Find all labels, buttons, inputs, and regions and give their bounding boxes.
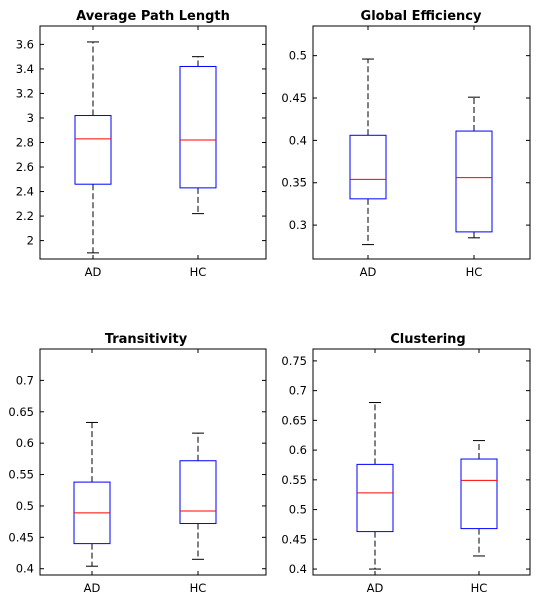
x-tick-label: HC [190,581,207,595]
box [179,65,217,189]
panel-average-path-length: Average Path Length 2 2.2 2.4 2.6 2.8 3 3.2 3.4… [16,9,267,279]
y-tick-label: 0.5 [16,499,34,513]
plot-area [312,348,531,576]
y-tick-label: 2.4 [16,185,34,199]
plot-area [39,348,267,576]
y-tick-label: 0.5 [289,503,307,517]
x-tick-label: AD [360,265,377,279]
y-tick-label: 0.4 [289,562,307,576]
y-tick-label: 0.75 [281,354,307,368]
panel-clustering: Clustering 0.4 0.45 0.5 0.55 0.6 0.65 0.7 0.75 A… [281,332,531,595]
y-tick-label: 3 [27,111,34,125]
y-tick-label: 0.4 [16,562,34,576]
y-tick-label: 2.6 [16,160,34,174]
y-tick-label: 0.4 [289,133,307,147]
y-tick-label: 0.3 [289,218,307,232]
y-tick-label: 0.65 [281,413,307,427]
box [460,458,498,530]
y-tick-label: 0.65 [8,405,34,419]
panel-transitivity: Transitivity 0.4 0.45 0.5 0.55 0.6 0.65 0.7 AD H… [8,332,267,595]
y-tick-label: 0.55 [8,468,34,482]
box [179,460,217,525]
y-tick-label: 3.6 [16,37,34,51]
y-tick-label: 0.45 [281,91,307,105]
y-tick-label: 2.8 [16,136,34,150]
box [455,130,493,233]
plot-area [312,25,531,260]
box [349,134,387,200]
y-tick-label: 3.4 [16,62,34,76]
box [74,115,112,185]
panel-global-efficiency: Global Efficiency 0.3 0.35 0.4 0.45 0.5 AD HC [281,9,531,279]
y-tick-label: 0.6 [16,436,34,450]
x-tick-label: HC [190,265,207,279]
plot-marks: 0.4 0.45 0.5 0.55 0.6 0.65 0.7 0.75 AD HC [281,349,530,595]
x-tick-label: AD [367,581,384,595]
y-tick-label: 0.45 [8,530,34,544]
y-tick-label: 0.7 [16,373,34,387]
y-tick-label: 0.35 [281,176,307,190]
box [356,463,394,533]
chart-title: Transitivity [105,332,188,347]
chart-title: Clustering [390,332,465,347]
x-tick-label: HC [471,581,488,595]
y-tick-label: 0.7 [289,384,307,398]
plot-area [39,25,267,260]
y-tick-label: 3.2 [16,86,34,100]
plot-marks: 2 2.2 2.4 2.6 2.8 3 3.2 3.4 3.6 AD HC [16,26,266,279]
plot-marks: 0.3 0.35 0.4 0.45 0.5 AD HC [281,26,530,279]
y-tick-label: 0.6 [289,443,307,457]
plot-marks: 0.4 0.45 0.5 0.55 0.6 0.65 0.7 AD HC [8,349,266,595]
y-tick-label: 0.5 [289,49,307,63]
chart-title: Global Efficiency [361,9,482,24]
x-tick-label: HC [466,265,483,279]
x-tick-label: AD [85,265,102,279]
y-tick-label: 2.2 [16,209,34,223]
x-tick-label: AD [84,581,101,595]
y-tick-label: 0.55 [281,473,307,487]
y-tick-label: 0.45 [281,532,307,546]
chart-title: Average Path Length [76,9,230,24]
y-tick-label: 2 [27,234,34,248]
